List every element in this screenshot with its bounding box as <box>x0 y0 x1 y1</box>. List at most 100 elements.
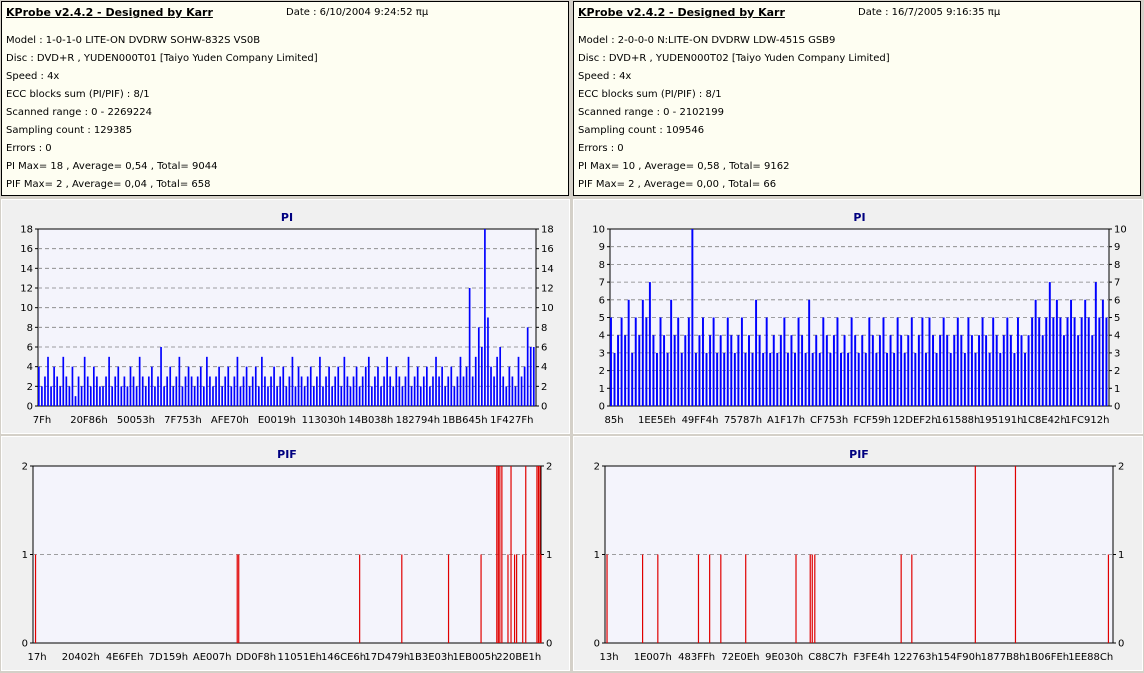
pi-bar <box>656 352 658 406</box>
x-tick-label: FCF59h <box>853 415 891 426</box>
pif-summary-line: PIF Max= 2 , Average= 0,04 , Total= 658 <box>6 179 211 190</box>
y-tick-label: 16 <box>541 244 554 255</box>
pi-bar <box>928 317 931 406</box>
pi-bar <box>995 335 998 406</box>
pi-bar <box>776 352 779 406</box>
y-tick-label: 8 <box>541 323 547 334</box>
pi-summary-line: PI Max= 10 , Average= 0,58 , Total= 9162 <box>578 161 790 172</box>
pi-bar <box>896 317 899 406</box>
pi-bar <box>294 386 297 406</box>
pi-bar <box>300 376 303 406</box>
x-tick-label: C88C7h <box>808 652 847 663</box>
y-tick-label: 4 <box>1114 331 1120 342</box>
pi-bar <box>346 376 349 406</box>
pi-bar <box>41 386 43 406</box>
pi-bar <box>416 366 419 406</box>
y-tick-label: 1 <box>594 550 600 561</box>
x-tick-label: 146CE6h <box>321 652 366 663</box>
pi-bar <box>490 366 492 406</box>
pi-bar <box>1016 317 1019 406</box>
pi-bar <box>532 347 535 406</box>
pi-bar <box>279 376 282 406</box>
pi-bar <box>1002 335 1005 406</box>
pi-bar <box>825 335 828 406</box>
pi-chart-right-svg: PI 0 0 1 1 2 2 3 3 4 4 5 5 6 6 7 7 8 8 9 9 10 10 85h 1EE5Eh 49FF4… <box>592 211 1126 426</box>
pi-bar <box>398 376 401 406</box>
pif-chart-left-svg: PIF 0 0 1 1 2 2 17h 20402h 4E6FEh 7D159h AE007h DD0F… <box>22 448 553 663</box>
y-tick-label: 7 <box>599 278 605 289</box>
pi-bar <box>963 352 966 406</box>
pi-bar <box>309 366 312 406</box>
pi-bar <box>303 386 306 406</box>
pi-bar <box>59 386 62 406</box>
x-tick-label: 1F427Fh <box>490 415 533 426</box>
pi-bar <box>889 335 892 406</box>
x-tick-label: 20402h <box>62 652 100 663</box>
pi-bar <box>1059 317 1062 406</box>
pi-bar <box>257 386 260 406</box>
pi-bar <box>801 335 804 406</box>
pi-bar <box>108 356 110 406</box>
y-tick-label: 3 <box>1114 348 1120 359</box>
pi-bar <box>999 352 1002 406</box>
pi-bar <box>694 352 697 406</box>
pi-bar <box>102 386 104 406</box>
pi-bar <box>648 282 651 406</box>
pi-summary-line: PI Max= 18 , Average= 0,54 , Total= 9044 <box>6 161 218 172</box>
pi-bar <box>705 352 708 406</box>
x-tick-label: 122763h <box>893 652 938 663</box>
pi-bar <box>875 352 878 406</box>
x-tick-label: CF753h <box>810 415 848 426</box>
pi-bar <box>199 366 202 406</box>
y-tick-label: 9 <box>599 242 605 253</box>
x-tick-label: 14B038h <box>348 415 393 426</box>
speed-line: Speed : 4x <box>578 71 632 82</box>
pi-bar <box>1020 335 1023 406</box>
y-tick-label: 0 <box>541 402 547 413</box>
pi-chart-right: PI 0 0 1 1 2 2 3 3 4 4 5 5 6 6 7 7 8 8 9 9 10 10 85h 1EE5Eh 49FF4… <box>573 199 1143 434</box>
pi-bar <box>456 376 459 406</box>
scan-date: Date : 16/7/2005 9:16:35 πμ <box>858 7 1001 18</box>
pi-bar <box>123 376 126 406</box>
pi-bar <box>758 335 761 406</box>
pi-bar <box>663 335 666 406</box>
y-tick-label: 9 <box>1114 242 1120 253</box>
pif-chart-right-svg: PIF 0 0 1 1 2 2 13h 1E007h 483FFh 72E0Eh 9E030h C88C… <box>594 448 1125 663</box>
pi-bar <box>392 386 395 406</box>
pi-bar <box>291 356 294 406</box>
pi-bar <box>638 335 641 406</box>
pi-bar <box>1070 299 1073 406</box>
pi-bar <box>178 356 181 406</box>
y-tick-label: 12 <box>541 284 554 295</box>
pi-bar <box>71 366 74 406</box>
y-tick-label: 2 <box>1118 462 1124 473</box>
y-tick-label: 2 <box>27 382 33 393</box>
pi-bar <box>992 317 995 406</box>
pi-bar <box>702 317 704 406</box>
pi-bar <box>854 335 857 406</box>
pi-bar <box>248 386 251 406</box>
pi-bar <box>453 386 456 406</box>
pi-bar <box>157 376 159 406</box>
pi-bar <box>1045 317 1048 406</box>
y-tick-label: 12 <box>20 284 33 295</box>
pi-bar <box>1105 317 1108 406</box>
pi-bar <box>105 376 107 406</box>
pi-bar <box>343 356 346 406</box>
pi-bar <box>312 386 315 406</box>
pi-bar <box>610 317 612 406</box>
pi-bar <box>624 335 627 406</box>
y-tick-label: 2 <box>599 366 605 377</box>
pi-bar <box>141 376 144 406</box>
y-tick-label: 8 <box>599 260 605 271</box>
pi-bar <box>435 356 437 406</box>
pi-bar <box>981 317 984 406</box>
pi-bar <box>325 376 327 406</box>
pi-bar <box>641 299 644 406</box>
pi-bar <box>1055 299 1058 406</box>
pi-bar <box>1006 317 1009 406</box>
model-line: Model : 1-0-1-0 LITE-ON DVDRW SOHW-832S … <box>6 35 261 46</box>
pi-bar <box>935 352 938 406</box>
pi-bar <box>364 366 367 406</box>
info-panel-right: KProbe v2.4.2 - Designed by Karr Date : … <box>573 1 1141 196</box>
